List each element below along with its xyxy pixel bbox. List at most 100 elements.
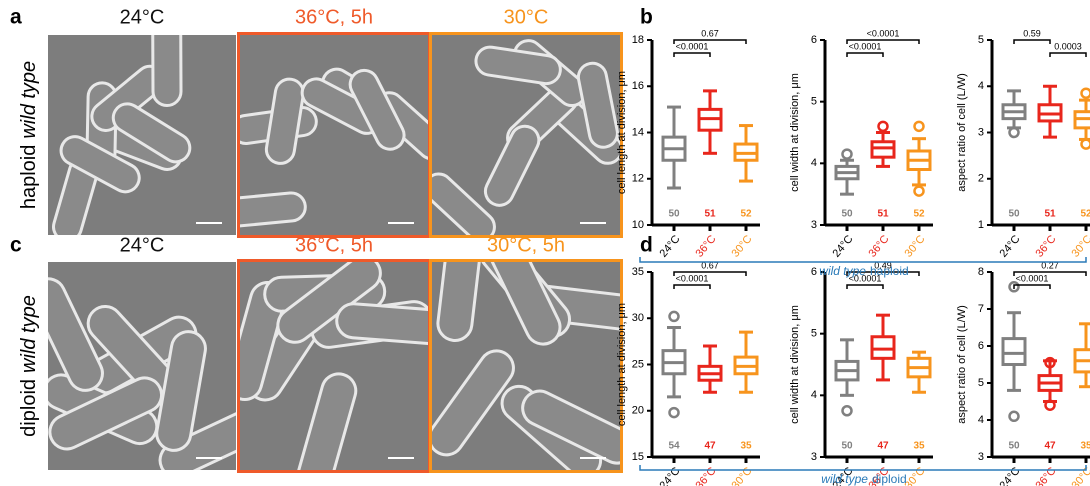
significance-bracket bbox=[674, 53, 710, 57]
y-axis-label: aspect ratio of cell (L/W) bbox=[956, 73, 968, 192]
condition-header: 30°C bbox=[504, 6, 549, 28]
p-value: <0.0001 bbox=[1016, 273, 1049, 283]
panel-letter: a bbox=[10, 6, 22, 29]
x-tick-label: 30°C bbox=[1070, 233, 1090, 260]
group-label: wild type haploid bbox=[819, 264, 908, 278]
row-label-italic: wild type bbox=[18, 61, 40, 139]
figure: a haploid wild type 24°C 36°C, 5h 30°C c diploi… bbox=[0, 0, 1090, 486]
x-tick-label: 36°C bbox=[694, 465, 719, 486]
n-label: 52 bbox=[1080, 209, 1090, 220]
y-tick-label: 5 bbox=[978, 377, 984, 389]
x-tick-label: 24°C bbox=[998, 233, 1023, 260]
n-label: 50 bbox=[841, 209, 853, 220]
significance-bracket bbox=[847, 285, 883, 289]
y-tick-label: 18 bbox=[632, 34, 644, 46]
y-tick-label: 15 bbox=[632, 451, 644, 463]
group-label-italic: wild type bbox=[819, 264, 866, 278]
micrograph bbox=[419, 34, 628, 247]
y-axis-label: cell length at division, μm bbox=[616, 71, 628, 194]
y-tick-label: 3 bbox=[978, 126, 984, 138]
p-value: <0.0001 bbox=[676, 41, 709, 51]
y-tick-label: 6 bbox=[811, 266, 817, 278]
box bbox=[872, 142, 894, 157]
y-tick-label: 3 bbox=[978, 451, 984, 463]
group-label-text: haploid bbox=[870, 264, 909, 278]
p-value: 0.59 bbox=[1023, 28, 1041, 38]
p-value: <0.0001 bbox=[676, 273, 709, 283]
n-label: 50 bbox=[1008, 441, 1020, 452]
y-tick-label: 5 bbox=[811, 328, 817, 340]
y-tick-label: 10 bbox=[632, 219, 644, 231]
box bbox=[1003, 339, 1025, 365]
panel-letter: c bbox=[10, 234, 22, 257]
outlier bbox=[915, 187, 924, 196]
outlier bbox=[1082, 89, 1090, 98]
condition-header: 24°C bbox=[120, 234, 165, 256]
micrograph bbox=[48, 20, 236, 244]
n-label: 47 bbox=[704, 441, 716, 452]
x-tick-label: 30°C bbox=[730, 465, 755, 486]
y-tick-label: 30 bbox=[632, 312, 644, 324]
y-tick-label: 35 bbox=[632, 266, 644, 278]
y-tick-label: 4 bbox=[978, 80, 984, 92]
outlier bbox=[879, 122, 888, 131]
n-label: 51 bbox=[704, 209, 716, 220]
x-tick-label: 24°C bbox=[831, 233, 856, 260]
p-value: 0.67 bbox=[701, 28, 719, 38]
significance-bracket bbox=[1014, 40, 1050, 44]
y-tick-label: 12 bbox=[632, 173, 644, 185]
row-label-text: haploid bbox=[18, 145, 40, 210]
condition-header: 30°C, 5h bbox=[487, 234, 565, 256]
n-label: 52 bbox=[913, 209, 925, 220]
y-tick-label: 5 bbox=[811, 96, 817, 108]
n-label: 35 bbox=[913, 441, 925, 452]
micrograph bbox=[219, 34, 451, 237]
x-tick-label: 24°C bbox=[658, 233, 683, 260]
y-tick-label: 4 bbox=[811, 157, 817, 169]
y-axis-label: aspect ratio of cell (L/W) bbox=[956, 305, 968, 424]
x-tick-label: 30°C bbox=[1070, 465, 1090, 486]
x-tick-label: 24°C bbox=[998, 465, 1023, 486]
y-axis-label: cell width at division, μm bbox=[789, 305, 801, 424]
row-label-text: diploid bbox=[18, 379, 40, 437]
y-tick-label: 14 bbox=[632, 126, 644, 138]
significance-bracket bbox=[1050, 53, 1086, 57]
y-axis-label: cell length at division, μm bbox=[616, 303, 628, 426]
y-tick-label: 6 bbox=[811, 34, 817, 46]
y-tick-label: 3 bbox=[811, 219, 817, 231]
p-value: <0.0001 bbox=[849, 41, 882, 51]
micrograph bbox=[423, 219, 640, 484]
n-label: 47 bbox=[877, 441, 889, 452]
x-tick-label: 30°C bbox=[730, 233, 755, 260]
x-tick-label: 36°C bbox=[1034, 233, 1059, 260]
row-label-italic: wild type bbox=[18, 295, 40, 373]
outlier bbox=[1010, 412, 1019, 421]
y-tick-label: 2 bbox=[978, 173, 984, 185]
y-tick-label: 1 bbox=[978, 219, 984, 231]
outlier bbox=[670, 408, 679, 417]
y-tick-label: 8 bbox=[978, 266, 984, 278]
x-tick-label: 36°C bbox=[1034, 465, 1059, 486]
outlier bbox=[915, 122, 924, 131]
n-label: 50 bbox=[668, 209, 680, 220]
x-tick-label: 36°C bbox=[867, 233, 892, 260]
y-tick-label: 16 bbox=[632, 80, 644, 92]
y-tick-label: 5 bbox=[978, 34, 984, 46]
group-label-italic: wild type bbox=[821, 472, 868, 486]
p-value: <0.0001 bbox=[867, 28, 900, 38]
p-value: 0.0003 bbox=[1054, 41, 1082, 51]
y-tick-label: 20 bbox=[632, 405, 644, 417]
n-label: 51 bbox=[877, 209, 889, 220]
y-tick-label: 25 bbox=[632, 358, 644, 370]
y-axis-label: cell width at division, μm bbox=[789, 73, 801, 192]
group-label-text: diploid bbox=[872, 472, 907, 486]
condition-header: 36°C, 5h bbox=[295, 234, 373, 256]
n-label: 54 bbox=[668, 441, 680, 452]
n-label: 51 bbox=[1044, 209, 1056, 220]
n-label: 50 bbox=[841, 441, 853, 452]
n-label: 35 bbox=[1080, 441, 1090, 452]
x-tick-label: 30°C bbox=[903, 233, 928, 260]
outlier bbox=[843, 150, 852, 159]
micrograph bbox=[224, 249, 458, 486]
n-label: 47 bbox=[1044, 441, 1056, 452]
